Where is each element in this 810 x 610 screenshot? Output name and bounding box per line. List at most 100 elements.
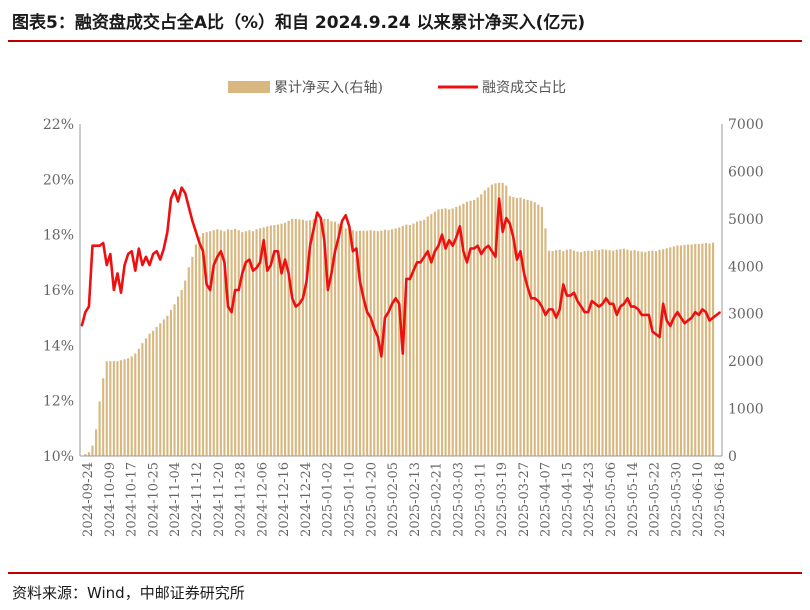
- line-point: [412, 270, 415, 272]
- bar: [697, 243, 700, 456]
- line-point: [680, 317, 682, 319]
- line-point: [634, 306, 636, 308]
- x-tick-label: 2024-12-06: [255, 462, 270, 537]
- bar: [626, 249, 629, 456]
- y-right-tick-label: 3000: [728, 307, 764, 323]
- bar: [84, 454, 87, 456]
- line-point: [277, 250, 279, 252]
- line-point: [569, 294, 572, 297]
- bar: [358, 230, 362, 456]
- bar: [704, 243, 708, 456]
- line-point: [594, 303, 596, 305]
- bar: [476, 197, 479, 456]
- line-point: [584, 311, 586, 313]
- bar: [269, 225, 272, 456]
- line-point: [91, 245, 94, 247]
- bar: [216, 229, 219, 456]
- bar: [141, 343, 144, 456]
- line-point: [337, 236, 340, 239]
- bar: [209, 231, 212, 456]
- line-point: [551, 308, 554, 310]
- line-point: [541, 306, 543, 308]
- x-tick-label: 2025-05-14: [626, 462, 641, 537]
- line-point: [209, 289, 211, 291]
- x-tick-label: 2025-05-30: [669, 462, 684, 537]
- x-tick-label: 2025-04-07: [539, 462, 554, 537]
- bar: [362, 230, 365, 456]
- line-point: [241, 272, 243, 274]
- line-point: [687, 319, 689, 322]
- bar: [301, 219, 304, 456]
- bar: [679, 245, 683, 456]
- line-point: [548, 308, 550, 310]
- bar: [619, 249, 622, 456]
- line-point: [106, 264, 108, 266]
- bar: [305, 220, 308, 456]
- bar: [287, 220, 290, 456]
- line-point: [609, 303, 611, 305]
- bar: [219, 230, 222, 456]
- line-point: [420, 261, 422, 263]
- line-point: [573, 292, 575, 294]
- bar: [701, 243, 704, 456]
- line-point: [576, 300, 579, 302]
- bar: [127, 358, 130, 456]
- line-point: [637, 308, 639, 310]
- axes: [79, 124, 723, 457]
- legend: 累计净买入(右轴) 融资成交占比: [228, 79, 566, 96]
- bar: [605, 249, 608, 456]
- bar: [658, 249, 661, 456]
- line-point: [530, 297, 532, 299]
- bar: [337, 223, 340, 456]
- line-point: [238, 289, 240, 291]
- bar: [533, 202, 536, 456]
- line-point: [263, 239, 265, 241]
- bar: [640, 251, 643, 456]
- line-point: [466, 261, 468, 263]
- source-rule: [8, 572, 802, 574]
- line-point: [195, 231, 197, 233]
- bar: [148, 333, 151, 456]
- bar: [323, 218, 326, 456]
- x-tick-label: 2024-10-09: [103, 462, 118, 537]
- bar: [298, 219, 301, 456]
- bar: [87, 452, 90, 456]
- bar: [212, 230, 215, 456]
- x-tick-label: 2024-10-25: [146, 462, 161, 537]
- line-point: [662, 303, 664, 305]
- line-point: [580, 306, 582, 308]
- line-point: [245, 261, 247, 263]
- bar: [191, 256, 194, 456]
- x-tick-label: 2024-12-24: [299, 462, 314, 537]
- line-path: [80, 186, 722, 358]
- bar: [462, 203, 465, 456]
- bar: [234, 228, 237, 456]
- line-point: [616, 314, 618, 316]
- line-point: [366, 311, 368, 313]
- bar: [569, 249, 572, 456]
- line-point: [320, 217, 322, 219]
- line-point: [99, 245, 101, 247]
- line-point: [651, 330, 654, 333]
- bar: [694, 243, 697, 456]
- bar: [109, 361, 112, 456]
- bar: [273, 225, 276, 456]
- bar: [330, 221, 333, 456]
- bar: [116, 361, 119, 456]
- line-point: [391, 303, 393, 305]
- line-point: [327, 289, 329, 291]
- line-point: [719, 311, 721, 313]
- line-point: [473, 247, 475, 250]
- line-point: [184, 192, 186, 194]
- line-point: [213, 264, 215, 266]
- line-point: [170, 198, 172, 200]
- bar: [366, 230, 369, 456]
- line-point: [198, 242, 201, 244]
- bar: [187, 267, 190, 456]
- bar: [308, 220, 312, 456]
- bar: [105, 361, 108, 456]
- line-point: [444, 247, 447, 250]
- y-left-tick-label: 18%: [43, 228, 74, 244]
- bar: [633, 250, 636, 456]
- line-point: [295, 306, 297, 308]
